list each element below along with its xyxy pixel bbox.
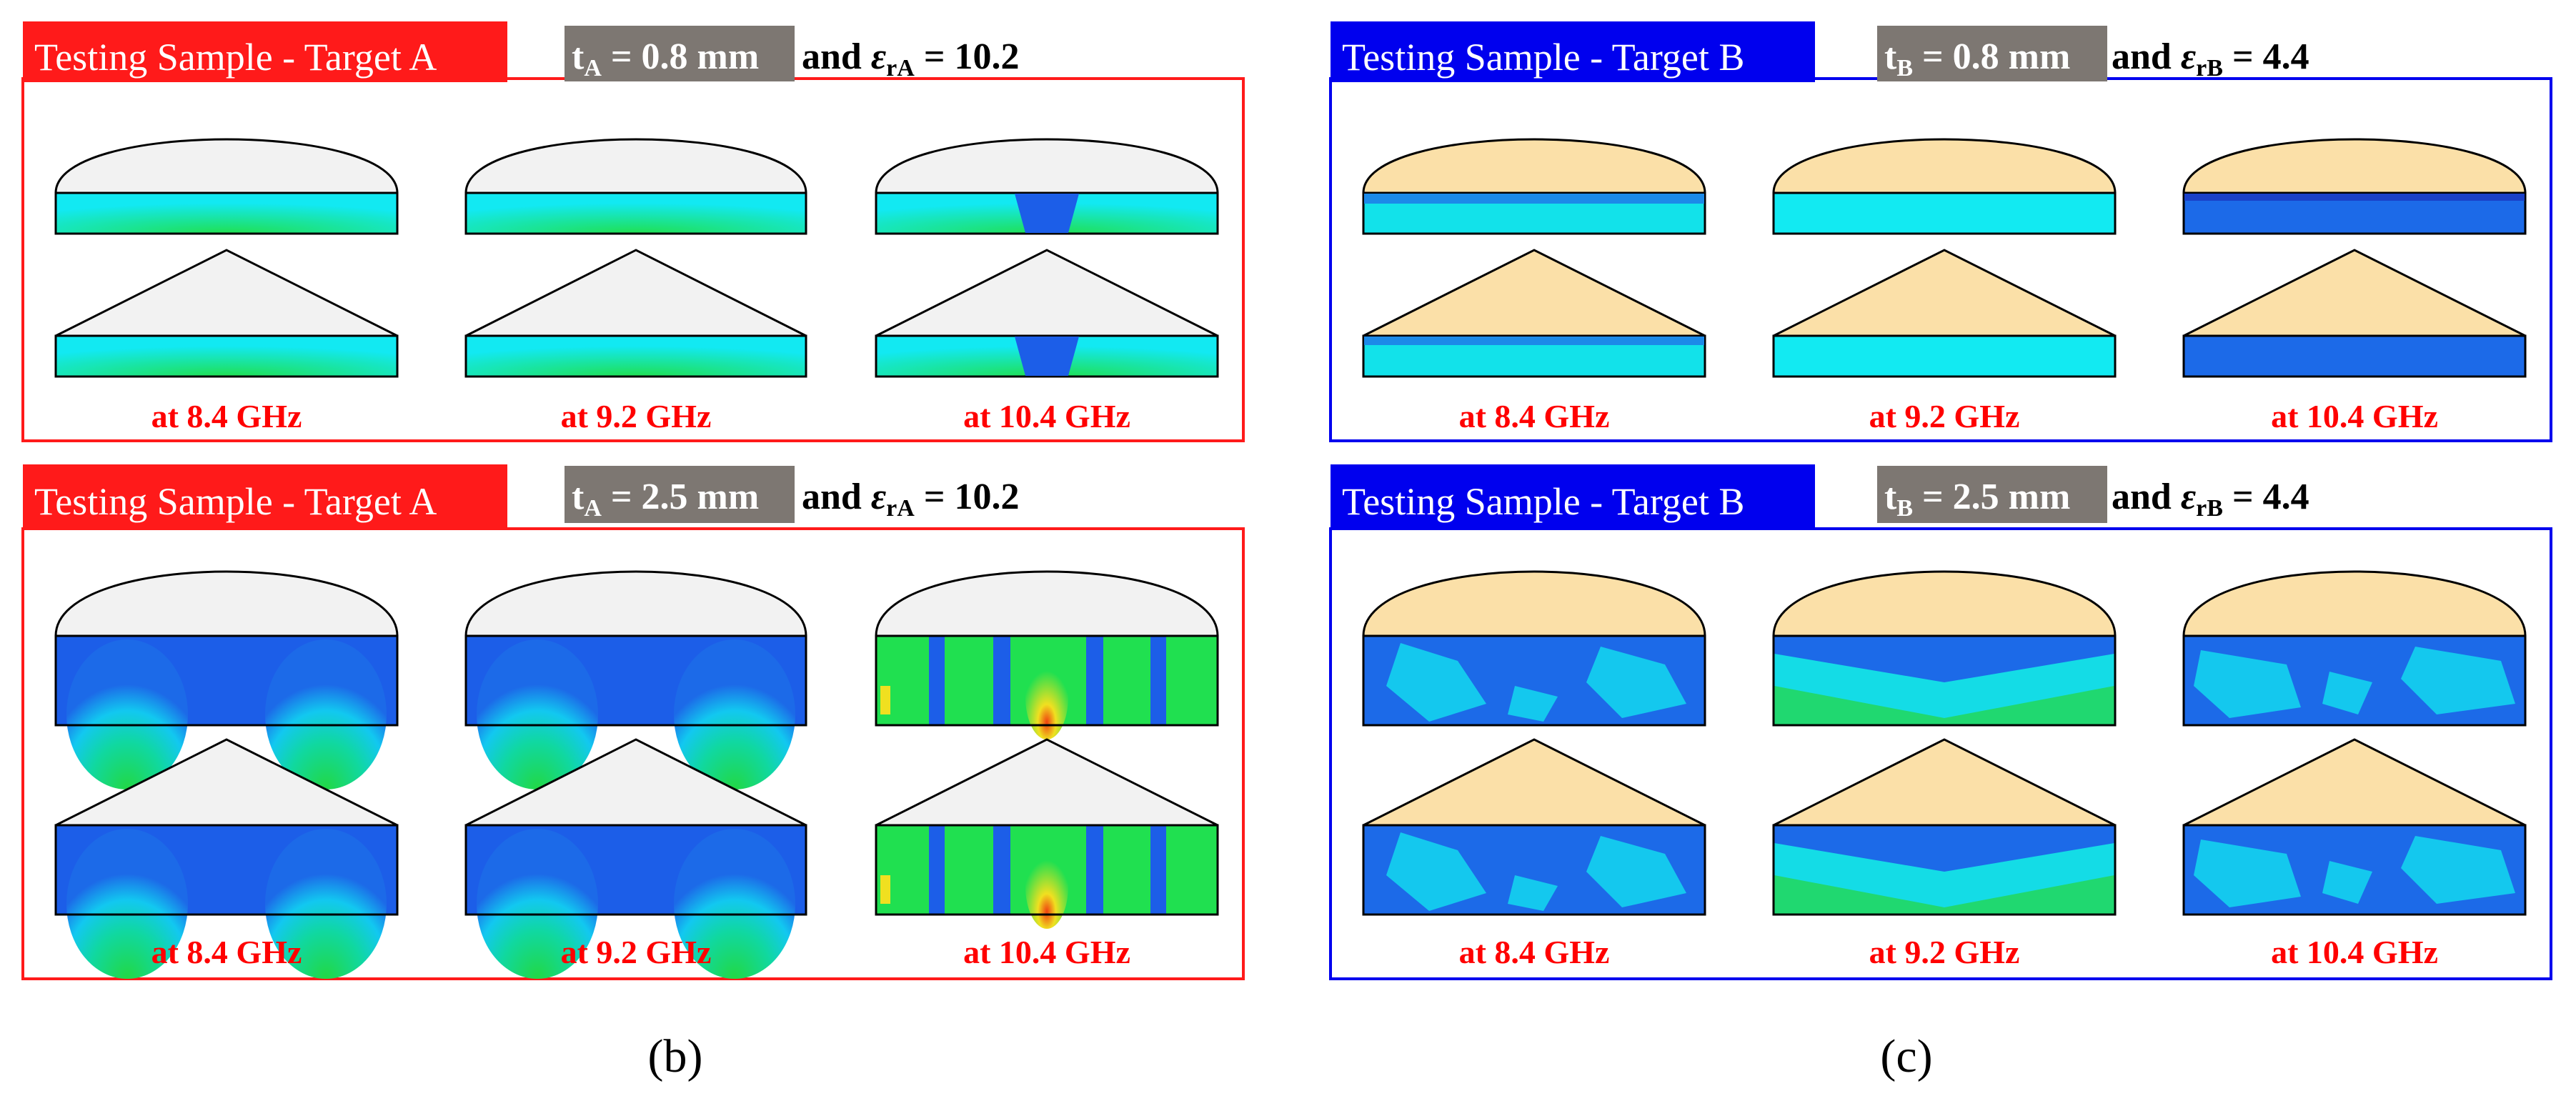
- panel-title: Testing Sample - Target B: [1342, 36, 1744, 79]
- freq-label-9-2: at 9.2 GHz: [1869, 934, 2020, 970]
- dome-sample-8-4: [1362, 570, 1706, 727]
- permittivity-param: and εrB = 4.4: [2112, 36, 2309, 81]
- prism-sample-10-4: [875, 249, 1219, 378]
- dome-sample-9-2: [1772, 138, 2117, 235]
- thickness-tag-box: [1877, 26, 2107, 81]
- panel-target-b-thin: Testing Sample - Target B tB = 0.8 mm an…: [1329, 21, 2552, 442]
- panel-title: Testing Sample - Target B: [1342, 480, 1744, 523]
- prism-sample-8-4: [1362, 738, 1706, 916]
- dome-sample-10-4: [875, 138, 1219, 235]
- prism-sample-8-4: [54, 249, 399, 378]
- freq-label-8-4: at 8.4 GHz: [151, 934, 302, 970]
- prism-sample-10-4: [2182, 249, 2527, 378]
- freq-label-9-2: at 9.2 GHz: [1869, 398, 2020, 434]
- permittivity-param: and εrB = 4.4: [2112, 477, 2309, 522]
- dome-sample-10-4: [2182, 138, 2527, 235]
- freq-label-9-2: at 9.2 GHz: [561, 934, 712, 970]
- caption-c: (c): [1880, 1030, 1932, 1082]
- thickness-param: tA = 0.8 mm: [572, 36, 759, 81]
- freq-label-8-4: at 8.4 GHz: [151, 398, 302, 434]
- dome-sample-8-4: [54, 138, 399, 235]
- freq-label-8-4: at 8.4 GHz: [1459, 398, 1610, 434]
- prism-sample-8-4: [54, 738, 399, 979]
- dome-sample-9-2: [464, 570, 807, 789]
- panel-title-box: [23, 464, 507, 529]
- thickness-param: tB = 0.8 mm: [1884, 36, 2070, 81]
- dome-sample-8-4: [1362, 138, 1706, 235]
- freq-label-10-4: at 10.4 GHz: [2271, 398, 2438, 434]
- panel-title: Testing Sample - Target A: [34, 480, 437, 523]
- panel-title-box: [23, 21, 507, 82]
- thickness-param: tA = 2.5 mm: [572, 477, 759, 522]
- panel-target-a-thick: Testing Sample - Target A tA = 2.5 mm an…: [21, 464, 1245, 980]
- thickness-tag-box: [565, 466, 795, 523]
- dome-sample-9-2: [464, 138, 807, 235]
- dome-sample-10-4: [2182, 570, 2527, 727]
- permittivity-param: and εrA = 10.2: [802, 36, 1019, 81]
- prism-sample-10-4: [875, 738, 1219, 929]
- dome-sample-8-4: [54, 570, 399, 789]
- panel-title: Testing Sample - Target A: [34, 36, 437, 79]
- prism-sample-8-4: [1362, 249, 1706, 378]
- prism-sample-9-2: [464, 738, 807, 979]
- prism-sample-9-2: [464, 249, 807, 378]
- panel-target-a-thin: Testing Sample - Target A tA = 0.8 mm an…: [21, 21, 1245, 442]
- caption-b: (b): [648, 1030, 703, 1082]
- freq-label-8-4: at 8.4 GHz: [1459, 934, 1610, 970]
- freq-label-9-2: at 9.2 GHz: [561, 398, 712, 434]
- thickness-tag-box: [1877, 466, 2107, 523]
- dome-sample-10-4: [875, 570, 1219, 739]
- panel-target-b-thick: Testing Sample - Target B tB = 2.5 mm an…: [1329, 464, 2552, 980]
- permittivity-param: and εrA = 10.2: [802, 477, 1019, 522]
- freq-label-10-4: at 10.4 GHz: [963, 934, 1130, 970]
- panel-title-box: [1331, 21, 1815, 82]
- thickness-tag-box: [565, 26, 795, 81]
- freq-label-10-4: at 10.4 GHz: [2271, 934, 2438, 970]
- prism-sample-9-2: [1772, 249, 2117, 378]
- panel-title-box: [1331, 464, 1815, 529]
- prism-sample-9-2: [1772, 738, 2117, 916]
- dome-sample-9-2: [1772, 570, 2117, 727]
- thickness-param: tB = 2.5 mm: [1884, 477, 2070, 522]
- freq-label-10-4: at 10.4 GHz: [963, 398, 1130, 434]
- prism-sample-10-4: [2182, 738, 2527, 916]
